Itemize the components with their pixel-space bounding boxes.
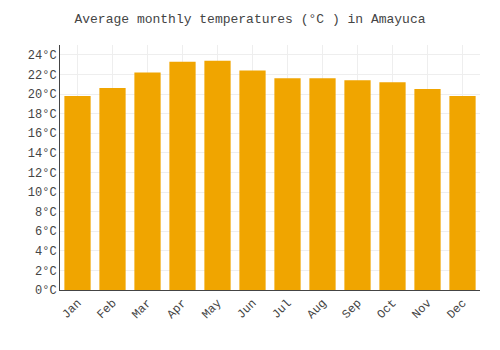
svg-text:Average monthly temperatures (: Average monthly temperatures (°C ) in Am… [74, 12, 425, 27]
svg-text:Feb: Feb [94, 297, 119, 322]
svg-text:24°C: 24°C [28, 49, 57, 63]
svg-text:2°C: 2°C [35, 265, 57, 279]
svg-text:22°C: 22°C [28, 69, 57, 83]
svg-text:12°C: 12°C [28, 167, 57, 181]
svg-text:Apr: Apr [164, 297, 189, 322]
svg-text:Nov: Nov [409, 297, 434, 322]
svg-text:Jan: Jan [59, 297, 84, 322]
svg-text:Jun: Jun [234, 297, 259, 322]
svg-text:0°C: 0°C [35, 284, 57, 298]
svg-text:Dec: Dec [444, 297, 469, 322]
svg-text:6°C: 6°C [35, 225, 57, 239]
svg-text:May: May [199, 297, 224, 322]
svg-text:Sep: Sep [339, 297, 364, 322]
svg-text:10°C: 10°C [28, 186, 57, 200]
svg-text:4°C: 4°C [35, 245, 57, 259]
svg-text:16°C: 16°C [28, 127, 57, 141]
svg-text:14°C: 14°C [28, 147, 57, 161]
svg-text:20°C: 20°C [28, 88, 57, 102]
svg-text:Jul: Jul [269, 297, 294, 322]
svg-text:18°C: 18°C [28, 108, 57, 122]
svg-text:Mar: Mar [129, 297, 154, 322]
svg-text:Oct: Oct [374, 297, 399, 322]
svg-text:Aug: Aug [304, 297, 329, 322]
svg-text:8°C: 8°C [35, 206, 57, 220]
